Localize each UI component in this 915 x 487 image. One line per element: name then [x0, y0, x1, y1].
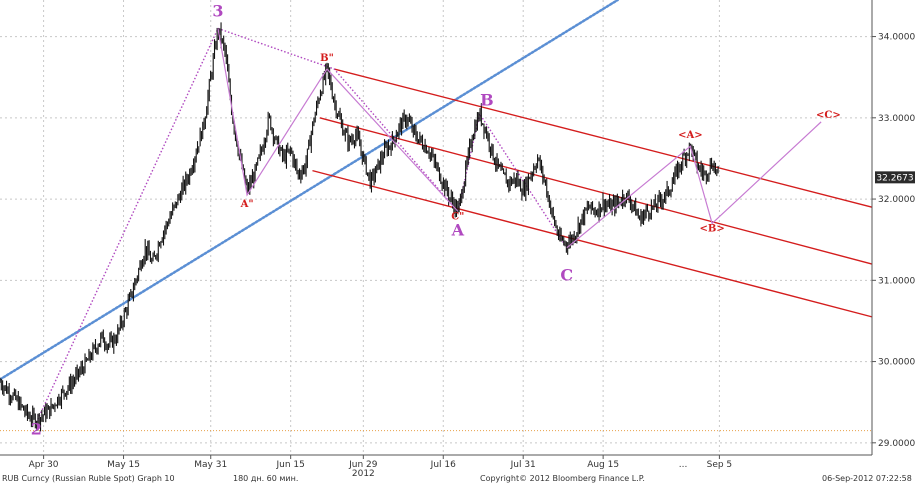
- wave-label: B": [320, 53, 334, 64]
- x-tick-label: Jun 15: [275, 460, 304, 470]
- timestamp-label: 06-Sep-2012 07:22:58: [822, 474, 912, 483]
- wave-label: B: [480, 91, 494, 110]
- copyright-label: Copyright© 2012 Bloomberg Finance L.P.: [480, 474, 645, 483]
- wave-label: A: [451, 221, 465, 240]
- grid-lines: [0, 0, 872, 455]
- wave-label: C": [451, 211, 464, 222]
- x-tick-label: Jul 31: [510, 460, 536, 470]
- wave-label: 3: [212, 1, 223, 20]
- wave-solid-segment: [217, 28, 328, 197]
- y-tick-label: 34.0000: [878, 33, 915, 43]
- wave-label: A": [240, 199, 254, 210]
- y-tick-label: 32.0000: [878, 195, 915, 205]
- period-label: 180 дн. 60 мин.: [233, 474, 299, 483]
- last-price-label: 32.2673: [876, 173, 913, 183]
- x-extra-label: 2012: [352, 469, 375, 479]
- wave-labels: 2 3 A" B" C"A B C <A> <B> <C>: [31, 1, 841, 438]
- wave-solid-segment: [566, 121, 822, 249]
- ticker-label: RUB Curncy (Russian Ruble Spot) Graph 10: [2, 474, 175, 483]
- x-tick-label: May 15: [107, 460, 140, 470]
- wave-lines: [217, 28, 822, 249]
- channel-line-upper: [334, 68, 873, 208]
- x-tick-label: Aug 15: [587, 460, 619, 470]
- price-series: [0, 22, 719, 432]
- x-tick-label: May 31: [194, 460, 227, 470]
- x-tick-label: Jul 16: [430, 460, 456, 470]
- x-tick-label: Apr 30: [29, 460, 59, 470]
- x-tick-label: Sep 5: [707, 460, 733, 470]
- wave-solid-segment: [326, 68, 459, 212]
- wave-label: 2: [31, 420, 42, 439]
- channel-line-middle: [319, 117, 873, 265]
- wave-label: <B>: [700, 224, 725, 235]
- y-tick-label: 30.0000: [878, 358, 915, 368]
- last-price-badge: [875, 171, 915, 184]
- x-extra-label: ...: [679, 460, 688, 470]
- trend-line: [0, 0, 619, 381]
- y-tick-label: 33.0000: [878, 114, 915, 124]
- wave-label: C: [560, 265, 573, 284]
- y-tick-label: 31.0000: [878, 276, 915, 286]
- analysis-lines: [0, 0, 873, 432]
- wave-label: <C>: [816, 110, 841, 121]
- y-tick-label: 29.0000: [878, 439, 915, 449]
- wave-dotted-path: [35, 27, 568, 423]
- wave-label: <A>: [678, 130, 703, 141]
- x-tick-label: Jun 29: [348, 460, 378, 470]
- channel-line-lower: [312, 169, 873, 318]
